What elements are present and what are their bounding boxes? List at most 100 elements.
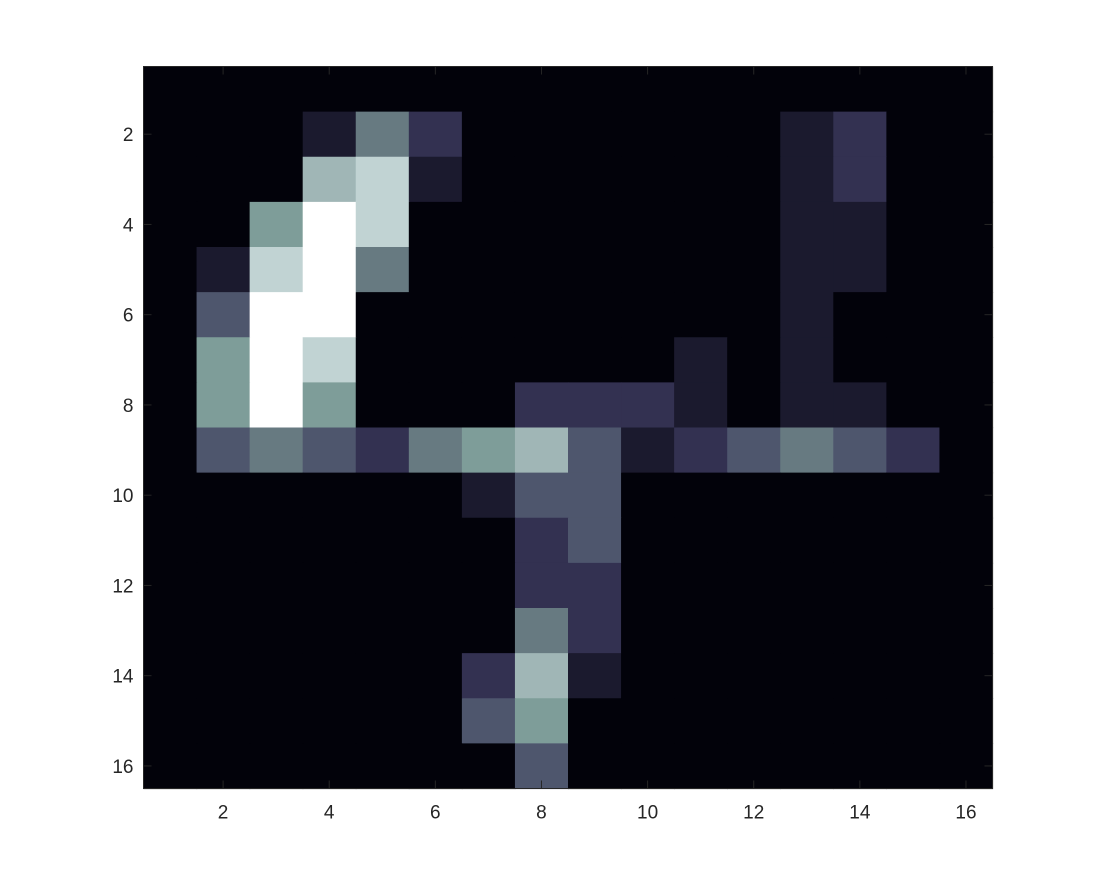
heatmap-cell — [833, 427, 887, 474]
heatmap-cell — [674, 608, 728, 654]
heatmap-cell — [461, 608, 516, 654]
heatmap-cell — [727, 427, 781, 474]
heatmap-cell — [514, 427, 569, 474]
heatmap-cell — [196, 382, 251, 429]
heatmap-cell — [568, 337, 622, 383]
y-tick-label: 10 — [112, 486, 133, 507]
heatmap-cell — [143, 562, 198, 609]
heatmap-cell — [249, 517, 304, 564]
heatmap-cell — [355, 472, 410, 519]
heatmap-cell — [196, 247, 251, 293]
heatmap-cell — [568, 743, 622, 790]
heatmap-cell — [408, 698, 463, 744]
heatmap-cell — [302, 111, 357, 158]
heatmap-cell — [780, 562, 834, 609]
heatmap-cell — [833, 382, 887, 429]
heatmap-cell — [143, 472, 198, 519]
heatmap-cell — [780, 472, 834, 519]
heatmap-cell — [568, 653, 622, 699]
heatmap-cell — [355, 382, 410, 429]
heatmap-cell — [196, 427, 251, 474]
heatmap-cell — [249, 698, 304, 744]
heatmap-cell — [355, 156, 410, 203]
heatmap-cell — [886, 247, 941, 293]
heatmap-cell — [886, 292, 941, 338]
y-tick-label: 8 — [123, 396, 134, 417]
heatmap-cell — [143, 201, 198, 248]
heatmap-cell — [514, 472, 569, 519]
heatmap-cell — [355, 337, 410, 383]
x-tick-label: 10 — [637, 803, 658, 824]
heatmap-cell — [196, 698, 251, 744]
heatmap-cell — [568, 472, 622, 519]
heatmap-cell — [408, 653, 463, 699]
heatmap-cell — [727, 517, 781, 564]
heatmap-cell — [568, 382, 622, 429]
x-tick-label: 6 — [430, 803, 441, 824]
heatmap-cell — [621, 337, 675, 383]
heatmap-cell — [514, 247, 569, 293]
heatmap-cell — [143, 156, 198, 203]
y-tick-label: 12 — [112, 576, 133, 597]
heatmap-cell — [249, 382, 304, 429]
heatmap-cell — [833, 201, 887, 248]
heatmap-cell — [461, 66, 516, 113]
heatmap-cell — [568, 427, 622, 474]
heatmap-cell — [780, 698, 834, 744]
heatmap-cell — [302, 156, 357, 203]
y-tick-label: 4 — [123, 215, 134, 236]
heatmap-cell — [939, 337, 994, 383]
heatmap-cell — [568, 608, 622, 654]
heatmap-cell — [143, 111, 198, 158]
heatmap-cell — [143, 653, 198, 699]
heatmap-cell — [939, 517, 994, 564]
heatmap-cell — [780, 382, 834, 429]
y-axis: 2 4 6 8 10 12 14 16 — [112, 125, 993, 778]
heatmap-cell — [514, 201, 569, 248]
heatmap-cell — [621, 472, 675, 519]
heatmap-cells — [143, 66, 994, 790]
heatmap-cell — [514, 608, 569, 654]
heatmap-cell — [249, 562, 304, 609]
heatmap-cell — [408, 427, 463, 474]
heatmap-cell — [833, 653, 887, 699]
heatmap-cell — [302, 337, 357, 383]
heatmap-cell — [196, 562, 251, 609]
heatmap-cell — [939, 653, 994, 699]
heatmap-cell — [621, 292, 675, 338]
heatmap-cell — [408, 517, 463, 564]
heatmap-cell — [621, 156, 675, 203]
heatmap-cell — [514, 698, 569, 744]
heatmap-cell — [886, 743, 941, 790]
heatmap-cell — [621, 608, 675, 654]
heatmap-cell — [886, 608, 941, 654]
heatmap-cell — [727, 698, 781, 744]
heatmap-cell — [461, 517, 516, 564]
heatmap-cell — [143, 247, 198, 293]
heatmap-cell — [621, 382, 675, 429]
heatmap-cell — [196, 201, 251, 248]
heatmap-cell — [568, 156, 622, 203]
heatmap-cell — [886, 698, 941, 744]
x-tick-label: 16 — [955, 803, 976, 824]
heatmap-cell — [727, 247, 781, 293]
heatmap-cell — [461, 653, 516, 699]
heatmap-cell — [939, 698, 994, 744]
heatmap-cell — [249, 292, 304, 338]
heatmap-cell — [568, 247, 622, 293]
heatmap-cell — [249, 247, 304, 293]
heatmap-cell — [196, 517, 251, 564]
heatmap-cell — [939, 156, 994, 203]
heatmap-cell — [621, 698, 675, 744]
heatmap-cell — [568, 66, 622, 113]
heatmap-cell — [461, 247, 516, 293]
heatmap-cell — [568, 698, 622, 744]
heatmap-cell — [249, 472, 304, 519]
heatmap-cell — [461, 156, 516, 203]
x-tick-label: 8 — [536, 803, 547, 824]
heatmap-cell — [408, 156, 463, 203]
heatmap-cell — [302, 608, 357, 654]
heatmap-cell — [355, 111, 410, 158]
